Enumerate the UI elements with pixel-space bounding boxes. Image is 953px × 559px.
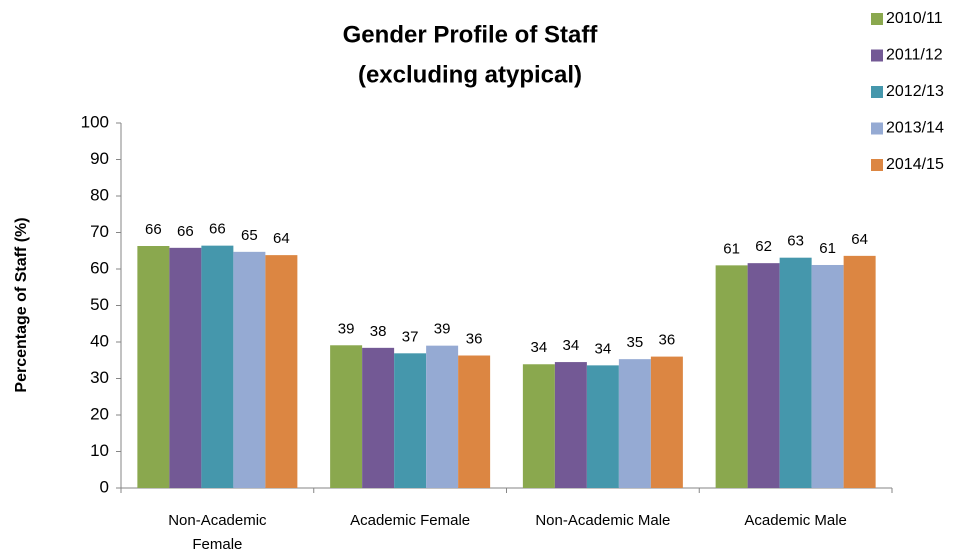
y-tick-label: 0	[100, 477, 109, 496]
bar	[586, 365, 619, 488]
bar	[137, 246, 170, 488]
bar	[554, 362, 587, 488]
bar	[362, 347, 395, 488]
data-label: 66	[209, 221, 226, 238]
legend-label: 2011/12	[886, 47, 943, 64]
x-tick-label: Academic Male	[744, 512, 847, 529]
data-label: 34	[595, 340, 612, 357]
legend-swatch	[871, 13, 883, 25]
bar	[233, 251, 266, 488]
data-label: 36	[659, 332, 676, 349]
data-label: 64	[851, 231, 868, 248]
legend-swatch	[871, 49, 883, 62]
x-tick-label: Academic Female	[350, 512, 470, 529]
legend-label: 2013/14	[886, 120, 944, 137]
legend-swatch	[871, 122, 883, 135]
data-label: 34	[563, 337, 580, 354]
x-tick-label: Non-Academic Female	[168, 512, 267, 553]
chart-subtitle: (excluding atypical)	[358, 61, 582, 88]
chart-title: Gender Profile of Staff	[343, 21, 599, 48]
legend-swatch	[871, 159, 883, 171]
legend-swatch	[871, 86, 883, 98]
data-label: 61	[723, 240, 740, 257]
data-label: 61	[819, 240, 836, 257]
y-tick-label: 80	[90, 185, 109, 204]
bar	[169, 247, 202, 488]
legend-label: 2010/11	[886, 10, 943, 27]
data-label: 37	[402, 328, 419, 345]
bar	[650, 356, 683, 488]
y-tick-label: 90	[90, 149, 109, 168]
bar	[426, 345, 459, 488]
data-label: 35	[627, 334, 644, 351]
bar	[201, 245, 234, 488]
data-label: 62	[755, 238, 772, 255]
y-tick-label: 60	[90, 258, 109, 277]
data-label: 39	[434, 321, 451, 338]
y-tick-label: 70	[90, 222, 109, 241]
data-label: 34	[531, 339, 548, 356]
data-label: 66	[145, 221, 162, 238]
bar	[394, 353, 427, 488]
y-tick-label: 30	[90, 368, 109, 387]
x-tick-label: Non-Academic Male	[535, 512, 670, 529]
bar	[747, 263, 780, 488]
y-tick-label: 20	[90, 404, 109, 423]
bar	[618, 359, 651, 488]
bar	[265, 255, 298, 488]
bar	[458, 355, 491, 488]
y-tick-label: 100	[81, 112, 109, 131]
y-tick-label: 10	[90, 441, 109, 460]
bar	[779, 257, 812, 488]
bar	[843, 255, 876, 488]
data-label: 39	[338, 320, 355, 337]
bar	[522, 364, 555, 488]
data-label: 63	[787, 233, 804, 250]
y-tick-label: 40	[90, 331, 109, 350]
legend-label: 2012/13	[886, 83, 944, 100]
data-label: 65	[241, 227, 258, 244]
data-label: 36	[466, 330, 483, 347]
legend-label: 2014/15	[886, 156, 944, 173]
data-label: 38	[370, 323, 387, 340]
y-axis-label: Percentage of Staff (%)	[13, 217, 30, 392]
bar	[330, 345, 363, 488]
data-label: 66	[177, 223, 194, 240]
y-tick-label: 50	[90, 295, 109, 314]
bar	[811, 264, 844, 488]
data-label: 64	[273, 230, 290, 247]
bar	[715, 265, 748, 488]
